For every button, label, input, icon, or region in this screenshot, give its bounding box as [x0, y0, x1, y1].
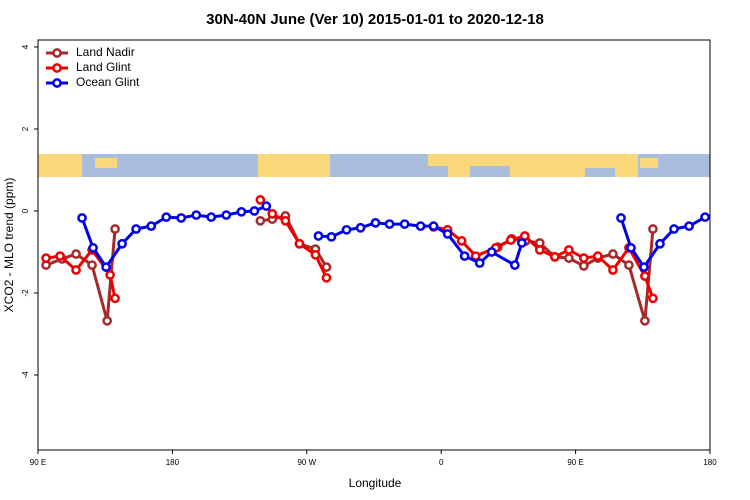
data-point [55, 251, 65, 261]
data-point [355, 222, 366, 233]
data-point [110, 224, 120, 234]
data-point [428, 221, 439, 231]
data-point [459, 251, 470, 261]
data-point [101, 262, 111, 272]
legend-item: Land Glint [46, 60, 131, 74]
legend-item: Land Nadir [46, 45, 135, 59]
data-point [236, 206, 247, 217]
data-point [370, 218, 381, 228]
legend-item: Ocean Glint [46, 75, 140, 89]
data-point [640, 271, 650, 282]
data-point [71, 265, 81, 275]
data-point [456, 236, 467, 246]
plot-frame [37, 39, 711, 451]
data-point [640, 316, 650, 326]
y-axis-label: XCO2 - MLO trend (ppm) [2, 178, 16, 313]
legend-label: Land Nadir [76, 45, 135, 59]
data-point [146, 221, 157, 231]
data-point [321, 272, 332, 283]
x-tick-label: 0 [439, 458, 444, 467]
data-point [639, 262, 649, 272]
data-point [684, 221, 694, 231]
data-point [648, 224, 658, 234]
data-point [131, 224, 141, 234]
data-point [87, 260, 97, 270]
legend-label: Ocean Glint [76, 75, 140, 89]
data-point [669, 224, 679, 234]
data-point [249, 206, 260, 216]
data-point [608, 249, 618, 259]
legend-marker [52, 78, 62, 88]
y-tick-label: -4 [21, 371, 30, 379]
data-point [102, 316, 112, 326]
data-point [88, 243, 98, 253]
x-tick-label: 180 [166, 458, 180, 467]
data-point [505, 235, 516, 245]
data-point [442, 229, 453, 239]
data-point [648, 293, 658, 304]
data-point [105, 270, 115, 280]
series-line [45, 198, 655, 299]
data-point [700, 212, 710, 222]
data-point [626, 243, 636, 253]
map-strip [38, 154, 710, 177]
data-point [313, 231, 324, 241]
x-tick-label: 90 E [30, 458, 46, 467]
data-point [474, 258, 485, 268]
data-point [310, 249, 321, 260]
chart-title: 30N-40N June (Ver 10) 2015-01-01 to 2020… [206, 11, 544, 28]
y-tick-label: -2 [21, 289, 30, 297]
data-point [191, 210, 202, 220]
data-point [415, 221, 426, 231]
data-point [486, 247, 497, 257]
data-point [280, 215, 291, 226]
data-point [509, 260, 520, 270]
data-point [616, 213, 626, 223]
data-point [516, 238, 527, 248]
data-point [255, 195, 266, 205]
data-point [326, 231, 337, 242]
legend-marker [52, 63, 62, 73]
data-point [71, 249, 81, 259]
data-point [384, 219, 395, 229]
data-point [593, 251, 603, 261]
y-tick-label: 0 [21, 208, 30, 213]
data-point [578, 253, 589, 263]
data-point [549, 252, 560, 262]
legend-marker [52, 48, 62, 58]
y-tick-label: 2 [21, 126, 30, 131]
data-point [341, 224, 352, 235]
data-point [161, 212, 172, 222]
data-point [655, 238, 665, 249]
data-point [176, 213, 187, 223]
data-point [608, 265, 618, 275]
data-point [221, 210, 232, 220]
data-point [206, 212, 217, 222]
y-tick-label: 4 [21, 44, 30, 49]
data-point [117, 238, 127, 249]
data-point [110, 293, 120, 304]
x-axis-label: Longitude [349, 476, 402, 490]
data-point [624, 260, 634, 270]
x-tick-label: 180 [703, 458, 717, 467]
data-point [255, 215, 266, 226]
data-point [564, 245, 574, 255]
data-point [77, 213, 87, 223]
x-tick-label: 90 W [297, 458, 316, 467]
data-point [564, 253, 574, 263]
data-point [294, 238, 305, 249]
legend-label: Land Glint [76, 60, 131, 74]
data-point [41, 253, 51, 263]
data-point [534, 245, 545, 255]
data-point [267, 208, 278, 219]
data-point [261, 201, 272, 211]
x-tick-label: 90 E [567, 458, 583, 467]
data-point [399, 219, 410, 229]
data-point [578, 261, 589, 271]
